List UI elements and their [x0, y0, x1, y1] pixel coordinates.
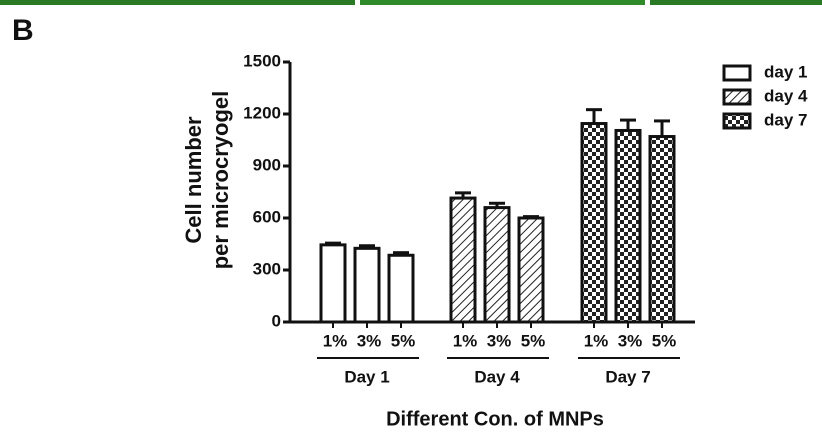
bar — [616, 130, 640, 322]
bar — [451, 198, 475, 322]
page: {"panel_label": "B", "chart_data": {"typ… — [0, 0, 822, 438]
x-tick-label: 1% — [323, 331, 348, 350]
y-tick-label: 600 — [253, 207, 281, 226]
group-label: Day 7 — [605, 367, 650, 386]
bar — [389, 255, 413, 322]
y-tick-label: 900 — [253, 155, 281, 174]
figure: B 0 300 600 900 1200 1500 Cell numberper micro… — [0, 0, 822, 433]
x-tick-label: 5% — [521, 331, 546, 350]
group-label: Day 1 — [344, 367, 389, 386]
image-strip — [360, 0, 645, 5]
y-tick-label: 1500 — [243, 51, 281, 70]
x-tick-label: 1% — [584, 331, 609, 350]
x-tick-label: 3% — [357, 331, 382, 350]
x-tick-label: 5% — [391, 331, 416, 350]
bar — [650, 137, 674, 322]
bar — [355, 248, 379, 322]
group-label: Day 4 — [474, 367, 520, 386]
legend-swatch — [724, 114, 750, 128]
x-tick-label: 5% — [652, 331, 677, 350]
legend-label: day 1 — [764, 62, 807, 81]
x-tick-label: 1% — [453, 331, 478, 350]
legend-label: day 7 — [764, 110, 807, 129]
x-axis-label: Different Con. of MNPs — [386, 408, 604, 430]
bar — [321, 245, 345, 322]
panel-label: B — [12, 14, 34, 47]
x-tick-label: 3% — [487, 331, 512, 350]
bar — [519, 218, 543, 322]
y-axis-label: Cell number — [181, 116, 206, 244]
legend-label: day 4 — [764, 86, 808, 105]
y-tick-label: 300 — [253, 259, 281, 278]
x-tick-label: 3% — [618, 331, 643, 350]
legend-swatch — [724, 90, 750, 104]
y-axis-label: per microcryogel — [208, 91, 233, 270]
image-strip — [650, 0, 822, 5]
bar — [582, 124, 606, 322]
image-strip — [0, 0, 355, 5]
y-tick-label: 1200 — [243, 103, 281, 122]
bar — [485, 208, 509, 322]
y-tick-label: 0 — [272, 311, 281, 330]
legend-swatch — [724, 66, 750, 80]
